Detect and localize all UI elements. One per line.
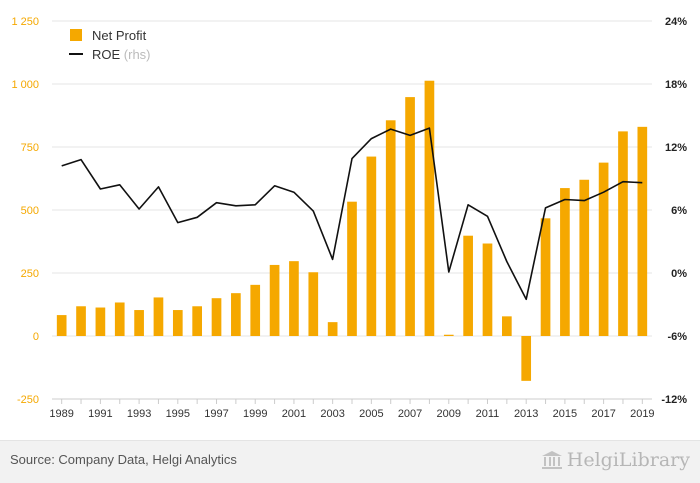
net-profit-bar — [521, 336, 532, 381]
net-profit-bar — [405, 97, 415, 336]
legend: Net Profit ROE (rhs) — [69, 28, 151, 62]
axes: -250 0 250 500 750 1 000 1 250 -12% -6% 0% 6% 12% 18… — [11, 16, 687, 420]
net-profit-bar — [482, 243, 493, 336]
x-axis-tick-label: 1991 — [88, 408, 112, 420]
net-profit-bar — [95, 307, 106, 336]
net-profit-bar — [347, 201, 357, 336]
x-axis-tick-label: 2007 — [398, 408, 422, 420]
net-profit-bar — [502, 316, 512, 336]
source-note: Source: Company Data, Helgi Analytics — [10, 452, 237, 467]
right-axis-tick-label: 6% — [671, 205, 687, 217]
left-axis-tick-label: 1 250 — [11, 16, 39, 28]
legend-net-profit-swatch — [70, 29, 82, 41]
x-axis-tick-label: 1997 — [204, 408, 228, 420]
x-axis-tick-label: 2005 — [359, 408, 383, 420]
x-axis-tick-label: 2019 — [630, 408, 654, 420]
net-profit-bar — [424, 80, 435, 336]
net-profit-bar — [598, 162, 609, 336]
net-profit-bar — [540, 218, 551, 336]
legend-roe-suffix: (rhs) — [124, 47, 151, 62]
roe-line-group — [61, 127, 643, 301]
right-axis-tick-label: 24% — [665, 16, 687, 28]
net-profit-bar — [327, 322, 338, 336]
net-profit-bar — [579, 179, 590, 336]
net-profit-bar — [618, 131, 628, 336]
chart: -250 0 250 500 750 1 000 1 250 -12% -6% 0% 6% 12% 18… — [11, 16, 687, 420]
x-axis-tick-label: 1999 — [243, 408, 267, 420]
right-axis-tick-label: 12% — [665, 142, 687, 154]
net-profit-bar — [289, 261, 299, 336]
net-profit-bar — [560, 188, 570, 336]
right-axis-tick-label: 0% — [671, 268, 687, 280]
left-axis-tick-label: -250 — [17, 394, 39, 406]
net-profit-bar — [153, 297, 164, 336]
legend-roe-name: ROE — [92, 47, 121, 62]
left-axis-tick-label: 750 — [21, 142, 39, 154]
left-axis-tick-label: 1 000 — [11, 79, 39, 91]
x-axis-tick-label: 2001 — [282, 408, 306, 420]
x-axis-tick-label: 1993 — [127, 408, 151, 420]
x-axis-tick-label: 2015 — [553, 408, 577, 420]
left-axis-tick-label: 250 — [21, 268, 39, 280]
x-axis-tick-label: 2011 — [476, 408, 500, 420]
net-profit-bar — [637, 126, 648, 336]
net-profit-bar — [463, 235, 473, 336]
net-profit-bars — [56, 80, 648, 381]
left-axis-tick-label: 500 — [21, 205, 39, 217]
x-axis-tick-label: 2003 — [320, 408, 344, 420]
net-profit-bar — [250, 284, 261, 336]
net-profit-bar — [443, 334, 454, 336]
net-profit-bar — [385, 120, 396, 337]
left-axis-tick-label: 0 — [33, 331, 39, 343]
library-building-icon — [541, 451, 562, 469]
net-profit-bar — [269, 264, 280, 336]
net-profit-bar — [231, 293, 241, 336]
legend-net-profit-label: Net Profit — [92, 28, 147, 43]
helgi-library-logo: HelgiLibrary — [541, 449, 690, 471]
net-profit-bar — [192, 306, 202, 336]
net-profit-bar — [134, 310, 144, 336]
net-profit-bar — [172, 310, 183, 336]
roe-line — [61, 127, 643, 301]
right-axis-tick-label: -6% — [667, 331, 687, 343]
x-axis-tick-label: 1989 — [49, 408, 73, 420]
x-axis-tick-label: 2013 — [514, 408, 538, 420]
net-profit-bar — [114, 302, 125, 336]
right-axis-tick-label: -12% — [661, 394, 687, 406]
x-axis-tick-label: 2017 — [591, 408, 615, 420]
net-profit-bar — [366, 156, 377, 336]
brand-name: HelgiLibrary — [566, 449, 690, 471]
x-axis-tick-label: 1995 — [166, 408, 190, 420]
net-profit-bar — [56, 315, 67, 336]
footer: Source: Company Data, Helgi Analytics He… — [0, 440, 700, 483]
net-profit-bar — [76, 306, 86, 336]
x-axis-tick-label: 2009 — [437, 408, 461, 420]
legend-roe-label: ROE (rhs) — [92, 47, 151, 62]
net-profit-bar — [308, 272, 319, 336]
right-axis-tick-label: 18% — [665, 79, 687, 91]
net-profit-bar — [211, 298, 222, 336]
